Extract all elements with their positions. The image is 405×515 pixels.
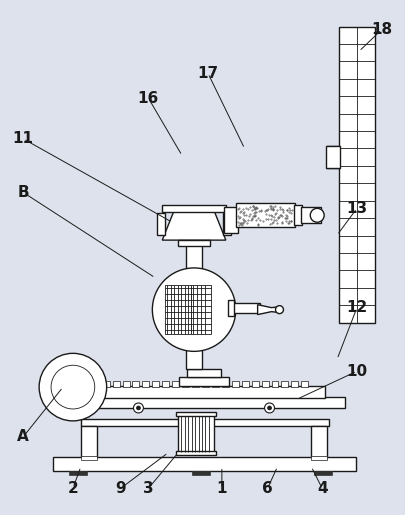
Bar	[241, 381, 248, 387]
Bar	[178, 414, 213, 454]
Bar	[157, 213, 165, 235]
Text: 11: 11	[13, 131, 34, 146]
Bar	[311, 456, 326, 459]
Bar	[222, 213, 230, 235]
Circle shape	[51, 365, 94, 409]
Bar	[231, 303, 259, 313]
Bar	[227, 300, 233, 316]
Bar	[313, 471, 331, 475]
Bar	[192, 381, 198, 387]
Bar	[294, 205, 302, 225]
Bar	[235, 203, 294, 227]
Bar	[172, 381, 179, 387]
Bar	[291, 381, 298, 387]
Bar	[165, 285, 191, 334]
Bar	[191, 285, 211, 334]
Circle shape	[309, 209, 323, 222]
Bar	[81, 456, 96, 459]
Circle shape	[39, 353, 107, 421]
Bar	[132, 381, 139, 387]
Text: 16: 16	[137, 91, 159, 106]
Bar	[176, 451, 215, 455]
Text: B: B	[17, 185, 29, 200]
Text: 12: 12	[345, 300, 367, 315]
Bar	[301, 381, 307, 387]
Bar	[92, 381, 100, 387]
Bar	[162, 381, 169, 387]
Bar	[251, 381, 258, 387]
Circle shape	[152, 268, 235, 351]
Bar	[202, 381, 209, 387]
Text: 18: 18	[370, 22, 391, 37]
Circle shape	[275, 306, 283, 314]
Text: 3: 3	[143, 481, 153, 496]
Bar	[142, 381, 149, 387]
Text: 10: 10	[345, 364, 367, 379]
Bar	[185, 210, 202, 369]
Bar	[112, 381, 119, 387]
Bar	[102, 381, 109, 387]
Circle shape	[267, 406, 271, 410]
Bar	[223, 208, 237, 233]
Bar	[211, 381, 218, 387]
Text: 17: 17	[197, 66, 218, 81]
Bar	[231, 381, 238, 387]
Bar	[176, 412, 215, 416]
Bar	[179, 377, 228, 386]
Bar	[187, 369, 220, 377]
Bar	[338, 27, 374, 322]
Bar	[221, 381, 228, 387]
Bar	[53, 457, 355, 471]
Bar	[261, 381, 268, 387]
Circle shape	[136, 406, 140, 410]
Text: 4: 4	[316, 481, 327, 496]
Text: 6: 6	[262, 481, 272, 496]
Circle shape	[264, 403, 274, 413]
Bar	[192, 471, 209, 475]
Bar	[182, 381, 189, 387]
Bar	[69, 397, 344, 408]
Text: 9: 9	[115, 481, 126, 496]
Text: 1: 1	[216, 481, 226, 496]
Bar	[325, 146, 339, 167]
Bar	[89, 386, 324, 398]
Bar	[301, 208, 320, 223]
Text: 13: 13	[345, 201, 367, 216]
Text: A: A	[17, 430, 29, 444]
Bar	[311, 426, 326, 457]
Bar	[122, 381, 129, 387]
Bar	[152, 381, 159, 387]
Bar	[69, 471, 87, 475]
Bar	[81, 426, 96, 457]
Bar	[81, 419, 328, 426]
Circle shape	[133, 403, 143, 413]
Text: 2: 2	[67, 481, 78, 496]
Polygon shape	[162, 210, 225, 240]
Bar	[178, 240, 209, 246]
Polygon shape	[257, 305, 279, 315]
Bar	[281, 381, 288, 387]
Bar	[162, 205, 225, 212]
Bar	[271, 381, 278, 387]
